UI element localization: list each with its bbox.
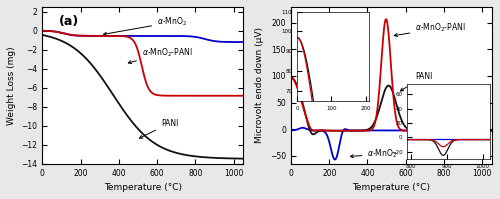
Text: PANI: PANI: [400, 72, 432, 91]
Y-axis label: Weight Loss (mg): Weight Loss (mg): [7, 46, 16, 125]
X-axis label: Temperature (°C): Temperature (°C): [104, 183, 182, 192]
Text: PANI: PANI: [140, 119, 178, 138]
Text: $\alpha$-MnO$_2$-PANI: $\alpha$-MnO$_2$-PANI: [394, 22, 466, 37]
Y-axis label: Microvolt endo down (µV): Microvolt endo down (µV): [256, 27, 264, 143]
Text: (a): (a): [58, 15, 78, 28]
Text: $\alpha$-MnO$_2$: $\alpha$-MnO$_2$: [104, 16, 187, 35]
Text: $\alpha$-MnO$_2$: $\alpha$-MnO$_2$: [350, 148, 398, 160]
Text: $\alpha$-MnO$_2$-PANI: $\alpha$-MnO$_2$-PANI: [128, 46, 192, 64]
X-axis label: Temperature (°C): Temperature (°C): [352, 183, 430, 192]
Text: (b): (b): [301, 15, 322, 28]
